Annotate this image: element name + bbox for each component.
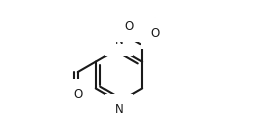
Text: N: N — [115, 34, 123, 47]
Text: N: N — [115, 103, 123, 116]
Text: O: O — [150, 27, 160, 40]
Text: O: O — [73, 88, 82, 101]
Text: O: O — [125, 20, 134, 33]
